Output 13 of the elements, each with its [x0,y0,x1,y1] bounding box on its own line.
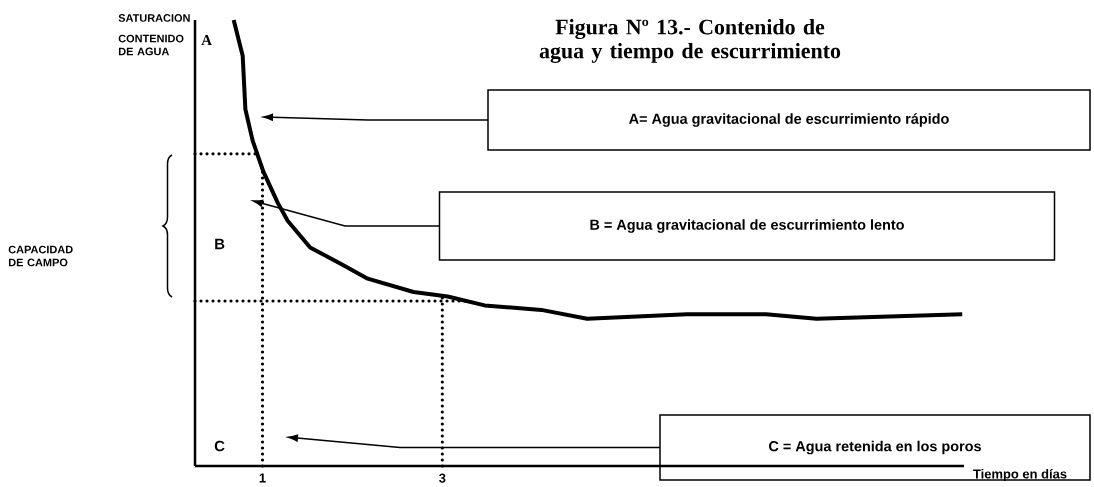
text: SATURACION [118,14,190,22]
annotation: A [201,35,212,45]
annotation: B = Agua gravitacional de escurrimiento lento [590,219,904,233]
annotation: B [215,238,225,250]
x-tick-label: 1 [259,473,266,483]
x-tick-label: 3 [439,473,446,483]
text: CONTENIDO DE AGUA [118,34,184,56]
annotation: C = Agua retenida en los poros [769,440,981,455]
chart-title: Figura Nº 13.- Contenido de agua y tiempo de escurrimiento [539,19,841,63]
x-axis-title: Tiempo en días [973,468,1067,482]
text: CAPACIDAD DE CAMPO [8,245,73,267]
annotation: C [214,440,225,452]
annotation: A= Agua gravitacional de escurrimiento rápido [629,113,949,127]
